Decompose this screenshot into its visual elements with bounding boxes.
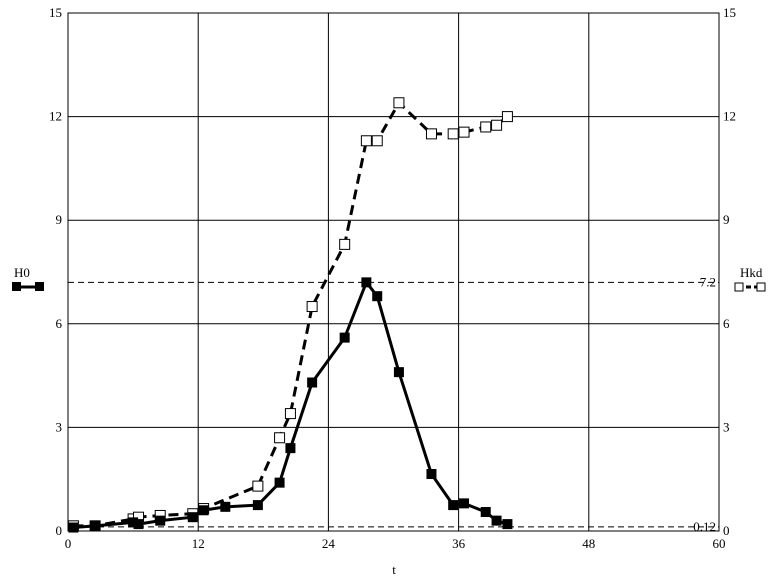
legend-label-h0: H0	[14, 265, 30, 280]
x-tick-label: 24	[322, 536, 336, 551]
y-tick-label-left: 12	[49, 109, 62, 124]
y-tick-label-right: 12	[723, 109, 736, 124]
legend-label-hkd: Hkd	[740, 265, 763, 280]
legend-marker-h0	[35, 282, 44, 291]
series-line-hkd	[73, 101, 509, 528]
y-tick-label-right: 9	[723, 212, 730, 227]
data-point-h0	[198, 505, 209, 516]
data-point-h0	[252, 500, 263, 511]
plot-frame	[67, 12, 720, 532]
data-point-hkd	[447, 128, 459, 140]
data-point-hkd	[274, 432, 286, 444]
series-line-h0	[73, 280, 508, 530]
data-point-h0	[220, 501, 231, 512]
data-point-h0	[274, 477, 285, 488]
data-point-h0	[480, 507, 491, 518]
y-tick-label-right: 0	[723, 523, 730, 538]
legend-right: Hkd	[734, 265, 766, 292]
legend-marker-h0	[12, 282, 21, 291]
data-point-h0	[155, 515, 166, 526]
data-point-h0	[128, 517, 139, 528]
legend-marker-hkd	[734, 282, 744, 292]
y-tick-label-left: 6	[56, 316, 63, 331]
x-tick-label: 0	[65, 536, 72, 551]
data-point-h0	[426, 469, 437, 480]
y-tick-label-left: 0	[56, 523, 63, 538]
data-point-hkd	[306, 301, 318, 313]
data-point-h0	[187, 512, 198, 523]
data-point-hkd	[480, 121, 492, 133]
grid	[67, 12, 720, 532]
y-tick-label-left: 3	[56, 419, 63, 434]
data-point-hkd	[284, 408, 296, 420]
data-point-h0	[90, 520, 101, 531]
data-point-hkd	[393, 97, 405, 109]
data-point-hkd	[360, 135, 372, 147]
x-tick-label: 36	[452, 536, 466, 551]
data-point-hkd	[252, 480, 264, 492]
data-point-h0	[361, 277, 372, 288]
data-point-h0	[285, 443, 296, 454]
data-point-h0	[459, 498, 470, 509]
data-point-h0	[372, 291, 383, 302]
data-point-h0	[68, 522, 79, 533]
series-layer	[67, 97, 513, 533]
legend-left: H0	[12, 265, 44, 291]
data-point-h0	[307, 377, 318, 388]
data-point-h0	[339, 332, 350, 343]
data-point-hkd	[501, 111, 513, 123]
reference-line-label: 7.2	[700, 274, 716, 289]
legend-marker-hkd	[756, 282, 766, 292]
data-point-h0	[448, 500, 459, 511]
y-tick-label-left: 15	[49, 5, 62, 20]
data-point-hkd	[425, 128, 437, 140]
data-point-h0	[502, 519, 513, 530]
data-point-hkd	[491, 119, 503, 131]
y-tick-label-right: 15	[723, 5, 736, 20]
y-tick-label-right: 6	[723, 316, 730, 331]
data-point-h0	[393, 367, 404, 378]
x-axis-label: t	[392, 562, 396, 577]
data-point-hkd	[458, 126, 470, 138]
data-point-h0	[133, 519, 144, 530]
y-tick-label-left: 9	[56, 212, 63, 227]
data-point-hkd	[339, 238, 351, 250]
data-point-h0	[491, 515, 502, 526]
y-tick-label-right: 3	[723, 419, 730, 434]
x-tick-label: 48	[582, 536, 595, 551]
data-point-hkd	[371, 135, 383, 147]
x-tick-label: 12	[192, 536, 205, 551]
reference-line-label: 0.12	[693, 519, 716, 534]
x-tick-label: 60	[713, 536, 726, 551]
reference-lines	[68, 281, 719, 528]
